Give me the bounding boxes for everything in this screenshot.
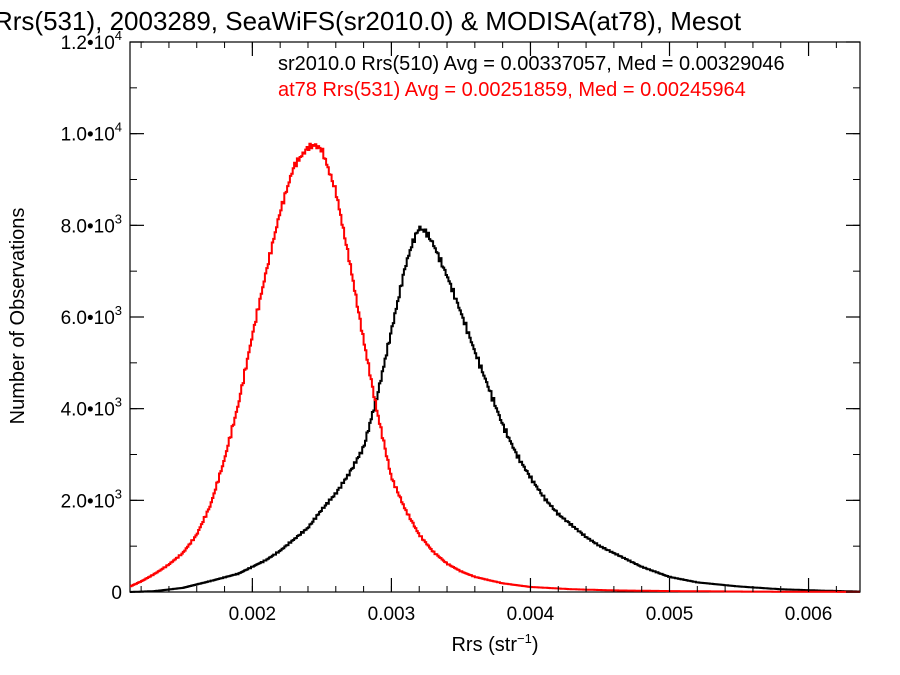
y-tick-label: 8.0•103 [61, 211, 122, 237]
x-tick-label: 0.006 [785, 604, 833, 625]
plot-frame [129, 41, 861, 593]
y-tick-label: 4.0•103 [61, 395, 122, 421]
x-axis-ticks: 0.002 0.003 0.004 0.005 0.006 [140, 42, 837, 625]
x-axis-label-exponent: −1 [517, 631, 532, 646]
series-line-2 [130, 142, 860, 593]
x-tick-label: 0.005 [646, 604, 694, 625]
x-tick-label: 0.004 [507, 604, 555, 625]
x-axis-label: Rrs (str−1) [451, 631, 538, 656]
series-line-1 [130, 225, 860, 593]
chart-title: Rrs(531), 2003289, SeaWiFS(sr2010.0) & M… [0, 6, 742, 36]
series-layer [130, 142, 860, 593]
y-axis-ticks: 0 2.0•103 4.0•103 6.0•103 8.0•103 1.0•104 1.2•… [61, 28, 860, 604]
y-tick-label: 2.0•103 [61, 486, 122, 512]
x-tick-label: 0.003 [368, 604, 416, 625]
y-tick-label: 0 [111, 583, 122, 604]
y-tick-label: 1.2•104 [61, 28, 122, 54]
x-axis-label-tail: ) [532, 634, 539, 656]
y-axis-label: Number of Observations [7, 208, 29, 425]
x-axis-label-main: Rrs (str [451, 634, 517, 656]
annotation-sr2010-stats: sr2010.0 Rrs(510) Avg = 0.00337057, Med … [278, 53, 785, 75]
x-tick-label: 0.002 [229, 604, 277, 625]
y-tick-label: 6.0•103 [61, 303, 122, 329]
annotation-at78-stats: at78 Rrs(531) Avg = 0.00251859, Med = 0.… [278, 79, 746, 101]
y-tick-label: 1.0•104 [61, 120, 122, 146]
